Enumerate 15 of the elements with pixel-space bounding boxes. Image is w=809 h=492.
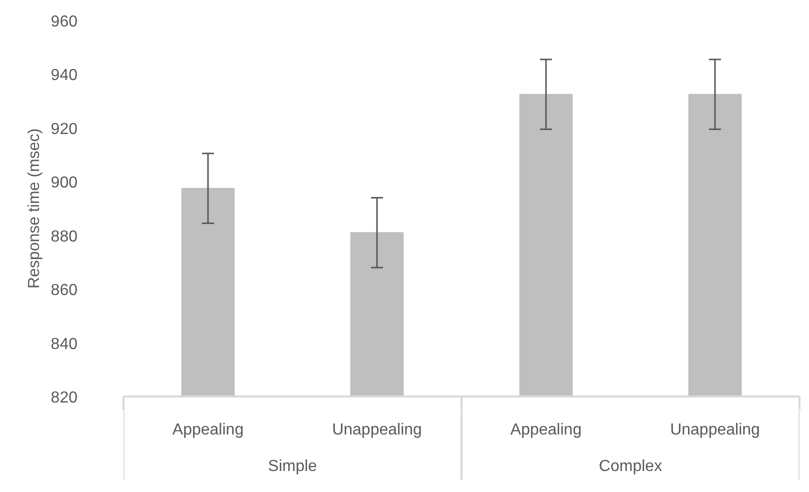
y-tick-label: 820 [50,390,78,406]
y-tick-label: 860 [50,282,78,300]
x-tick-label: Appealing [510,422,582,439]
x-tick-label: Unappealing [332,422,422,439]
x-tick-label: Unappealing [670,422,760,439]
y-tick-label: 840 [50,336,78,353]
x-tick-label: Appealing [172,422,244,439]
y-tick-label: 960 [50,14,78,30]
y-tick-label: 880 [50,228,78,246]
y-axis-title: Response time (msec) [26,128,43,289]
y-tick-label: 900 [50,174,78,192]
y-tick-label: 940 [50,67,78,84]
text: Complex [598,458,662,475]
y-tick-label: 920 [50,120,78,138]
text: Simple [268,458,318,475]
